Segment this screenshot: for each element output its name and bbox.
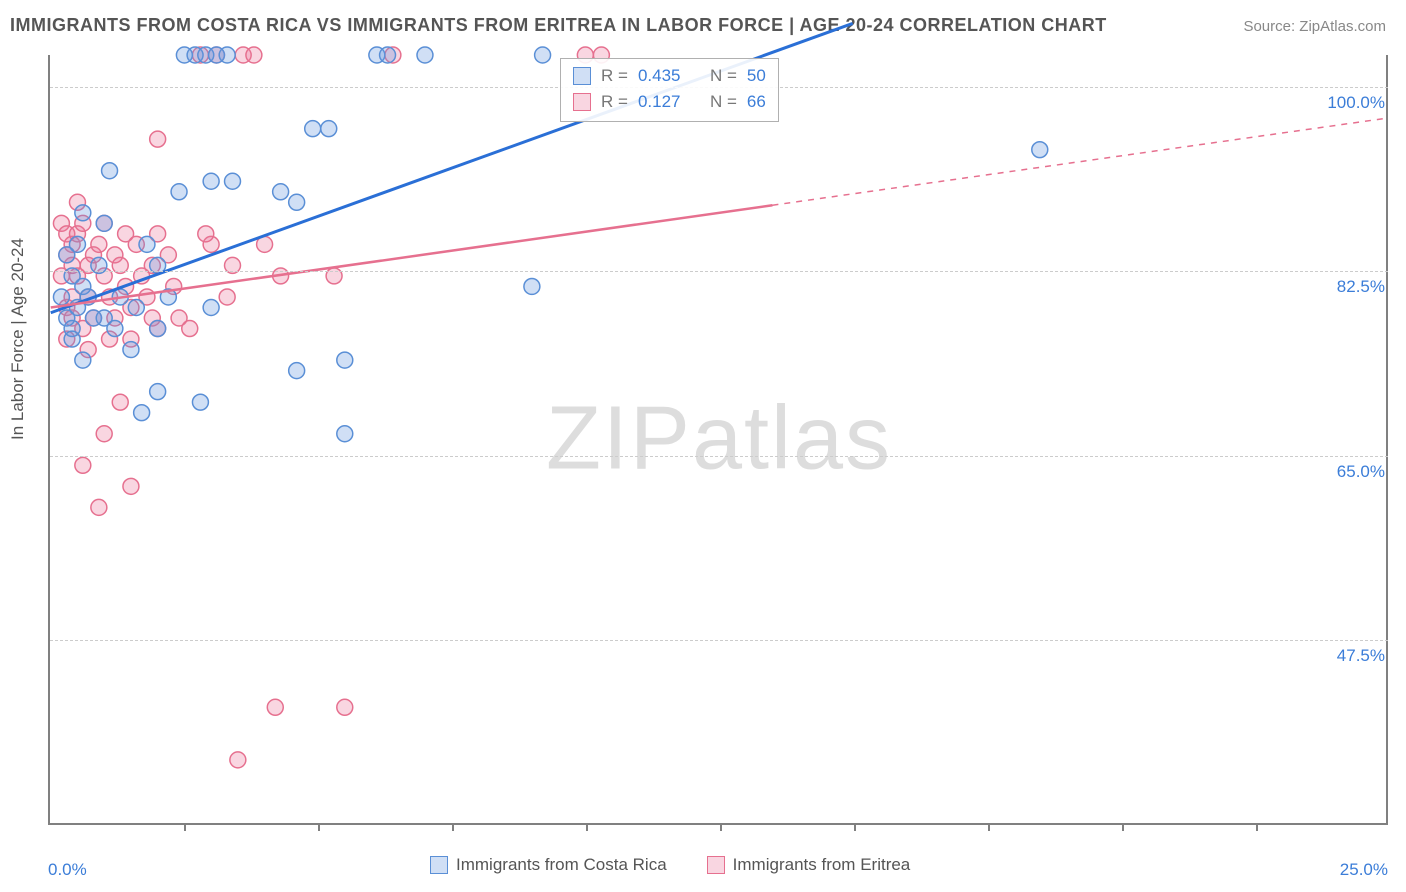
- correlation-row: R = 0.127 N = 66: [573, 89, 766, 115]
- scatter-point: [123, 342, 139, 358]
- scatter-point: [305, 121, 321, 137]
- scatter-point: [150, 321, 166, 337]
- r-label: R =: [601, 89, 628, 115]
- scatter-point: [123, 478, 139, 494]
- scatter-point: [230, 752, 246, 768]
- legend-swatch: [573, 93, 591, 111]
- gridline-h: [50, 456, 1388, 457]
- scatter-point: [150, 131, 166, 147]
- plot-area: ZIPatlas 100.0%82.5%65.0%47.5%: [48, 55, 1388, 825]
- trend-line: [51, 205, 773, 307]
- legend-label: Immigrants from Eritrea: [733, 855, 911, 875]
- scatter-point: [134, 405, 150, 421]
- gridline-h: [50, 271, 1388, 272]
- scatter-point: [75, 205, 91, 221]
- legend-item: Immigrants from Eritrea: [707, 855, 911, 875]
- scatter-point: [289, 363, 305, 379]
- y-tick-label: 47.5%: [1320, 646, 1385, 666]
- x-tick: [1256, 823, 1258, 831]
- scatter-point: [219, 289, 235, 305]
- x-tick: [184, 823, 186, 831]
- scatter-point: [380, 47, 396, 63]
- r-value: 0.435: [638, 63, 690, 89]
- scatter-point: [139, 236, 155, 252]
- x-tick: [720, 823, 722, 831]
- legend-item: Immigrants from Costa Rica: [430, 855, 667, 875]
- scatter-point: [96, 215, 112, 231]
- scatter-point: [75, 352, 91, 368]
- scatter-point: [198, 226, 214, 242]
- scatter-point: [59, 247, 75, 263]
- scatter-point: [128, 300, 144, 316]
- n-label: N =: [710, 89, 737, 115]
- scatter-point: [203, 300, 219, 316]
- y-tick-label: 65.0%: [1320, 462, 1385, 482]
- x-tick: [988, 823, 990, 831]
- scatter-point: [150, 384, 166, 400]
- scatter-point: [524, 278, 540, 294]
- legend-swatch: [707, 856, 725, 874]
- scatter-point: [337, 699, 353, 715]
- scatter-point: [535, 47, 551, 63]
- r-value: 0.127: [638, 89, 690, 115]
- scatter-point: [112, 394, 128, 410]
- scatter-point: [246, 47, 262, 63]
- legend-swatch: [430, 856, 448, 874]
- legend: Immigrants from Costa Rica Immigrants fro…: [430, 855, 910, 875]
- scatter-point: [75, 457, 91, 473]
- scatter-point: [337, 426, 353, 442]
- scatter-point: [96, 426, 112, 442]
- scatter-point: [192, 394, 208, 410]
- x-tick: [452, 823, 454, 831]
- x-tick: [854, 823, 856, 831]
- y-axis-title: In Labor Force | Age 20-24: [8, 238, 28, 440]
- scatter-point: [225, 173, 241, 189]
- scatter-point: [203, 173, 219, 189]
- scatter-point: [337, 352, 353, 368]
- scatter-point: [219, 47, 235, 63]
- scatter-point: [53, 289, 69, 305]
- scatter-point: [1032, 142, 1048, 158]
- correlation-legend: R = 0.435 N = 50 R = 0.127 N = 66: [560, 58, 779, 122]
- x-tick: [318, 823, 320, 831]
- legend-swatch: [573, 67, 591, 85]
- plot-svg: [50, 55, 1388, 823]
- scatter-point: [91, 499, 107, 515]
- scatter-point: [107, 321, 123, 337]
- scatter-point: [182, 321, 198, 337]
- r-label: R =: [601, 63, 628, 89]
- y-tick-label: 100.0%: [1320, 93, 1385, 113]
- trend-line: [772, 118, 1387, 205]
- n-value: 66: [747, 89, 766, 115]
- x-tick: [586, 823, 588, 831]
- n-value: 50: [747, 63, 766, 89]
- legend-label: Immigrants from Costa Rica: [456, 855, 667, 875]
- scatter-point: [91, 236, 107, 252]
- source-label: Source: ZipAtlas.com: [1243, 18, 1386, 35]
- correlation-row: R = 0.435 N = 50: [573, 63, 766, 89]
- x-axis-min-label: 0.0%: [48, 860, 87, 880]
- scatter-point: [289, 194, 305, 210]
- scatter-point: [267, 699, 283, 715]
- x-axis-max-label: 25.0%: [1340, 860, 1388, 880]
- n-label: N =: [710, 63, 737, 89]
- scatter-point: [321, 121, 337, 137]
- chart-title: IMMIGRANTS FROM COSTA RICA VS IMMIGRANTS…: [10, 15, 1107, 36]
- scatter-point: [171, 184, 187, 200]
- x-tick: [1122, 823, 1124, 831]
- y-tick-label: 82.5%: [1320, 277, 1385, 297]
- scatter-point: [417, 47, 433, 63]
- scatter-point: [273, 184, 289, 200]
- scatter-point: [64, 331, 80, 347]
- gridline-h: [50, 640, 1388, 641]
- scatter-point: [102, 163, 118, 179]
